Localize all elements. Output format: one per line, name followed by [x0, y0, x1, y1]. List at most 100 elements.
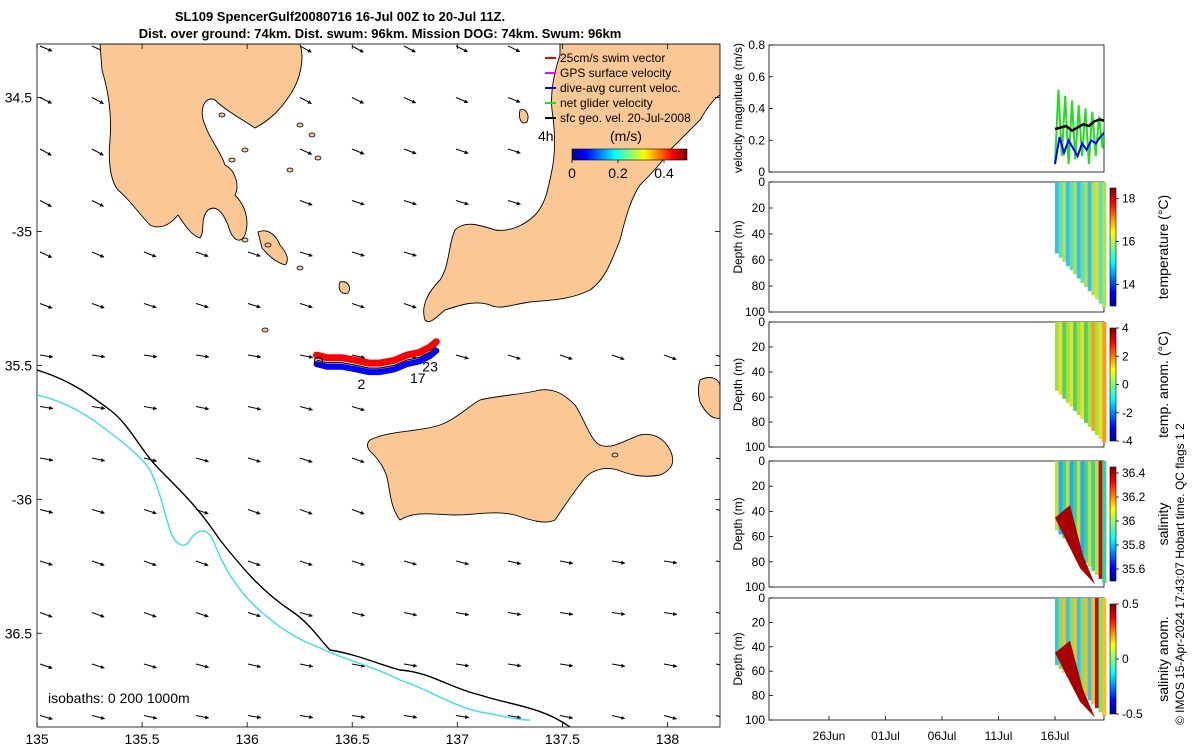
colorbar-tick-label: 0: [1122, 378, 1129, 392]
surface-velocity-arrow: [39, 612, 53, 618]
surface-velocity-arrow: [143, 354, 158, 359]
surface-velocity-arrow: [611, 715, 626, 720]
surface-velocity-arrow: [507, 148, 521, 154]
surface-velocity-arrow: [299, 303, 313, 309]
land-masses: [99, 44, 720, 523]
depth-tick-label: 40: [752, 504, 766, 518]
surface-velocity-arrow: [351, 148, 365, 155]
surface-velocity-arrow: [715, 457, 720, 460]
islet: [228, 157, 236, 163]
depth-tick-label: 0: [758, 454, 765, 468]
surface-velocity-arrow: [195, 663, 209, 669]
surface-velocity-arrow: [455, 354, 469, 360]
salinity-anom-panel: 0 20 40 60 80 100 Depth (m) 0.5 0 -0.5 salinity an…: [731, 591, 1171, 727]
surface-velocity-arrow: [455, 148, 469, 155]
surface-velocity-arrow: [715, 354, 720, 357]
surface-velocity-arrow: [91, 354, 106, 359]
temp-anom-data-column: [1073, 322, 1078, 411]
surface-velocity-arrow: [247, 509, 261, 515]
depth-tick-label: 80: [752, 279, 766, 293]
surface-velocity-arrow: [39, 354, 54, 359]
map-x-tick-label: 136.5: [335, 731, 370, 747]
depth-tick-label: 40: [752, 365, 766, 379]
colorbar-tick-label: 0: [1122, 652, 1129, 666]
surface-velocity-arrow: [299, 200, 313, 206]
map-y-ticks: 34.5 -35 35.5 -36 36.5: [5, 90, 720, 641]
surface-velocity-arrow: [299, 354, 314, 359]
temperature-data-column: [1091, 182, 1096, 296]
surface-velocity-arrow: [39, 715, 53, 721]
surface-velocity-arrow: [455, 200, 469, 206]
velocity-y-tick-label: 0.8: [748, 38, 765, 52]
temperature-data-column: [1098, 182, 1103, 304]
temp-anom-data-column: [1058, 322, 1063, 395]
surface-velocity-arrow: [91, 560, 105, 566]
colorbar-tick-label: 36.2: [1122, 490, 1146, 504]
surface-velocity-arrow: [715, 715, 720, 718]
surface-velocity-arrow: [39, 457, 54, 462]
surface-velocity-arrow: [299, 612, 313, 617]
depth-tick-label: 40: [752, 640, 766, 654]
salinity-data-column: [1062, 461, 1067, 539]
surface-velocity-arrow: [299, 148, 313, 155]
salinity-axes: [768, 460, 1105, 588]
salinity-data-column: [1069, 461, 1074, 547]
depth-tick-label: 0: [758, 591, 765, 605]
depth-ylabel: Depth (m): [731, 497, 745, 550]
temp-anom-data-column: [1091, 322, 1096, 431]
temperature-data-column: [1076, 182, 1081, 279]
surface-velocity-arrow: [91, 97, 104, 104]
eyre-island-2: [338, 281, 351, 294]
salinity-data-column: [1095, 461, 1100, 575]
surface-velocity-arrow: [455, 715, 470, 719]
surface-velocity-arrow: [663, 663, 678, 668]
title-line-2: Dist. over ground: 74km. Dist. swum: 96k…: [139, 26, 622, 41]
temperature-data-column: [1102, 182, 1107, 308]
surface-velocity-arrow: [507, 200, 521, 206]
surface-velocity-arrow: [351, 406, 365, 412]
salinity-anom-data-column: [1069, 598, 1074, 681]
surface-velocity-arrow: [39, 200, 52, 208]
depth-ylabel: Depth (m): [731, 632, 745, 685]
time-tick-label: 26Jun: [813, 729, 846, 743]
surface-velocity-arrow: [351, 663, 366, 668]
surface-velocity-arrow: [299, 97, 312, 104]
salinity-anom-data-column: [1084, 598, 1089, 697]
surface-velocity-arrow: [299, 715, 314, 719]
temp-anom-data-column: [1065, 322, 1071, 403]
surface-velocity-arrow: [351, 612, 366, 617]
surface-velocity-arrow: [299, 509, 313, 515]
surface-velocity-arrow: [143, 509, 157, 515]
temp-anom-colorbar: [1109, 327, 1117, 442]
surface-velocity-arrow: [611, 663, 626, 668]
surface-velocity-arrow: [559, 354, 573, 360]
islet: [611, 452, 619, 458]
surface-velocity-arrow: [143, 560, 157, 567]
small-island-a: [519, 109, 529, 124]
surface-velocity-arrow: [611, 354, 625, 361]
depth-tick-label: 60: [752, 390, 766, 404]
surface-velocity-arrow: [507, 715, 522, 720]
colorbar-tick-label: 4: [1122, 321, 1129, 335]
temperature-data-column: [1087, 182, 1092, 292]
surface-velocity-arrow: [247, 663, 262, 669]
salinity-data-column: [1080, 461, 1085, 559]
surface-velocity-arrow: [143, 663, 157, 669]
surface-velocity-arrow: [299, 560, 313, 566]
salinity-colorbar-label: salinity: [1155, 503, 1171, 546]
temp-anom-data-column: [1084, 322, 1089, 423]
map-x-tick-label: 137: [446, 731, 470, 747]
surface-velocity-arrow: [143, 612, 157, 618]
surface-velocity-arrow: [351, 509, 365, 515]
salinity-anom-high-region: [1055, 640, 1095, 718]
islet: [241, 147, 249, 153]
surface-velocity-arrow: [403, 303, 417, 309]
colorbar-tick-label: 35.6: [1122, 562, 1146, 576]
temp-anom-data-column: [1069, 322, 1074, 407]
surface-velocity-arrow: [507, 354, 521, 360]
surface-velocity-arrow: [559, 611, 574, 616]
